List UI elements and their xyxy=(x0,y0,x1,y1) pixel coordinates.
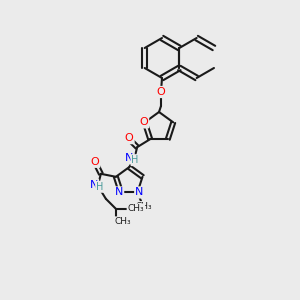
Text: H: H xyxy=(131,155,139,165)
Text: CH₃: CH₃ xyxy=(115,217,131,226)
Text: O: O xyxy=(125,133,134,143)
Text: N: N xyxy=(125,153,134,163)
Text: N: N xyxy=(135,188,144,197)
Text: O: O xyxy=(91,157,99,167)
Text: N: N xyxy=(90,180,98,190)
Text: O: O xyxy=(140,117,148,128)
Text: CH₃: CH₃ xyxy=(135,202,152,211)
Text: N: N xyxy=(115,188,123,197)
Text: H: H xyxy=(96,182,103,192)
Text: CH₃: CH₃ xyxy=(128,204,144,213)
Text: O: O xyxy=(157,87,165,97)
